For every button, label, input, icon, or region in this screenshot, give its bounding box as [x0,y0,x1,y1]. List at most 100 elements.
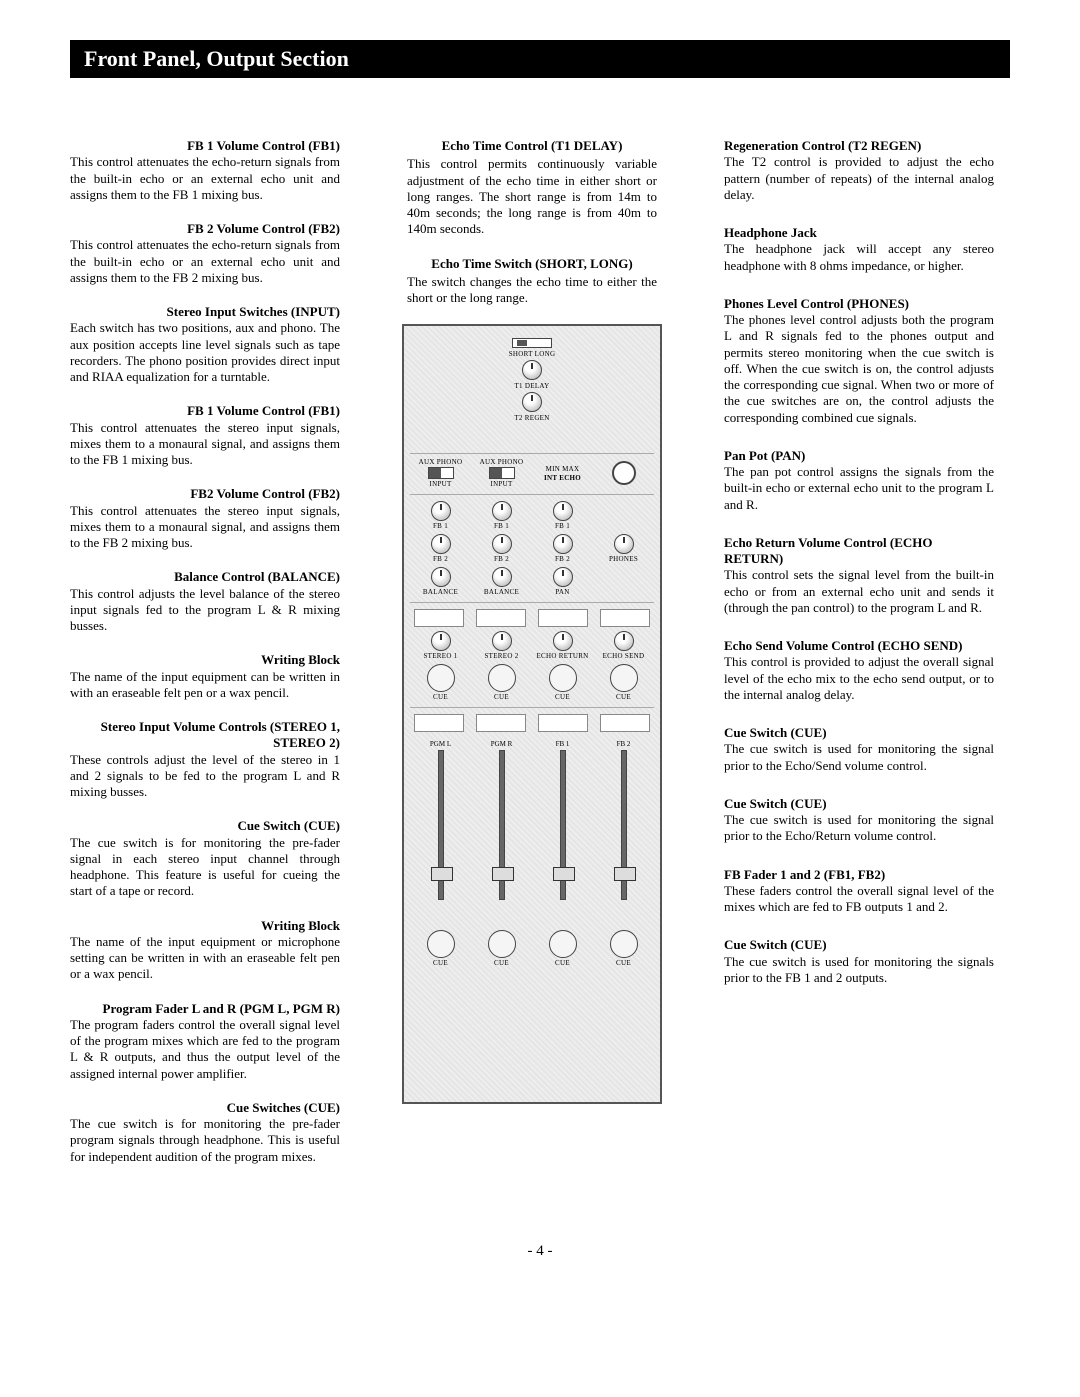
left-body-1: This control attenuates the echo-return … [70,237,340,286]
cue2-label-1: CUE [433,959,448,967]
pgmr-track [499,750,505,900]
left-block-1: FB 2 Volume Control (FB2)This control at… [70,221,340,286]
fb1-knob-2 [492,501,512,521]
cue-button-2 [488,664,516,692]
cue-label-2: CUE [494,693,509,701]
phones-cell: PHONES [594,534,654,563]
cue-button-4 [610,664,638,692]
left-title-7: Stereo Input Volume Controls (STEREO 1, … [70,719,340,752]
stereo1-label: STEREO 1 [423,652,457,660]
divider-3 [410,707,654,708]
fb1-cell-3: FB 1 [533,501,593,530]
fb2-label-2: FB 2 [494,555,509,563]
echo-return-label: ECHO RETURN [536,652,588,660]
writing-block-3 [538,609,588,627]
fader-pgmr: PGM R [474,740,530,920]
fb1-label-2: FB 1 [494,522,509,530]
left-title-6: Writing Block [70,652,340,668]
stereo2-cell: STEREO 2 [472,631,532,660]
writing-block-8 [600,714,650,732]
left-title-5: Balance Control (BALANCE) [70,569,340,585]
headphone-jack [612,461,636,485]
fb1-cell-1: FB 1 [411,501,471,530]
right-block-5: Echo Send Volume Control (ECHO SEND)This… [724,638,994,703]
left-column: FB 1 Volume Control (FB1) This control at… [70,138,340,1183]
right-title-9: Cue Switch (CUE) [724,937,994,953]
stereo1-knob [431,631,451,651]
cue-cell-2: CUE [472,664,532,701]
cue-label-3: CUE [555,693,570,701]
cue2-button-1 [427,930,455,958]
center-column: Echo Time Control (T1 DELAY) This contro… [372,138,692,1183]
left-body-6: The name of the input equipment can be w… [70,669,340,702]
input-cell-2: AUX PHONO INPUT [472,458,532,488]
right-body-3: The pan pot control assigns the signals … [724,464,994,513]
center-echo-time-body: This control permits continuously variab… [407,156,657,237]
divider-1 [410,494,654,495]
echo-send-label: ECHO SEND [603,652,645,660]
right-block-6: Cue Switch (CUE)The cue switch is used f… [724,725,994,774]
fb2-row: FB 2 FB 2 FB 2 PHONES [410,534,654,563]
fb2f-label: FB 2 [617,740,631,748]
balance-cell-1: BALANCE [411,567,471,596]
right-body-9: The cue switch is used for monitoring th… [724,954,994,987]
stereo-row: STEREO 1 STEREO 2 ECHO RETURN ECHO SEND [410,631,654,660]
aux-phono-label-2: AUX PHONO [480,458,524,466]
pgmr-grip [492,867,514,881]
pan-cell: PAN [533,567,593,596]
right-title-3: Pan Pot (PAN) [724,448,994,464]
stereo1-cell: STEREO 1 [411,631,471,660]
section-header: Front Panel, Output Section [70,40,1010,78]
writing-block-6 [476,714,526,732]
input-switch-row: AUX PHONO INPUT AUX PHONO INPUT MIN MAX … [410,458,654,488]
right-body-8: These faders control the overall signal … [724,883,994,916]
fb2-knob-2 [492,534,512,554]
right-title-6: Cue Switch (CUE) [724,725,994,741]
right-body-7: The cue switch is used for monitoring th… [724,812,994,845]
cue2-cell-1: CUE [411,930,471,967]
right-block-7: Cue Switch (CUE)The cue switch is used f… [724,796,994,845]
cue-label-4: CUE [616,693,631,701]
left-title-11: Cue Switches (CUE) [70,1100,340,1116]
left-block-6: Writing BlockThe name of the input equip… [70,652,340,701]
fb2f-grip [614,867,636,881]
left-title-9: Writing Block [70,918,340,934]
cue2-button-3 [549,930,577,958]
cue-row-1: CUE CUE CUE CUE [410,664,654,701]
fb2-knob-1 [431,534,451,554]
balance-knob-2 [492,567,512,587]
balance-cell-2: BALANCE [472,567,532,596]
int-echo-cell: MIN MAX INT ECHO [533,465,593,482]
right-column: Regeneration Control (T2 REGEN)The T2 co… [724,138,994,1183]
t1-delay-knob [522,360,542,380]
input-label-2: INPUT [490,480,512,488]
writing-block-1 [414,609,464,627]
right-body-5: This control is provided to adjust the o… [724,654,994,703]
left-block-4: FB2 Volume Control (FB2)This control att… [70,486,340,551]
left-title-1: FB 2 Volume Control (FB2) [70,221,340,237]
center-echo-switch-title: Echo Time Switch (SHORT, LONG) [407,256,657,272]
t1-delay-label: T1 DELAY [514,382,549,390]
right-block-0: Regeneration Control (T2 REGEN)The T2 co… [724,138,994,203]
pgmr-label: PGM R [491,740,513,748]
cue-button-3 [549,664,577,692]
left-title-4: FB2 Volume Control (FB2) [70,486,340,502]
cue-row-2: CUE CUE CUE CUE [410,930,654,967]
cue2-label-2: CUE [494,959,509,967]
cue-cell-1: CUE [411,664,471,701]
right-body-1: The headphone jack will accept any stere… [724,241,994,274]
pgml-track [438,750,444,900]
writing-block-7 [538,714,588,732]
min-max-label: MIN MAX [546,465,580,473]
fader-fb1: FB 1 [535,740,591,920]
right-block-3: Pan Pot (PAN)The pan pot control assigns… [724,448,994,513]
left-body-9: The name of the input equipment or micro… [70,934,340,983]
right-title-7: Cue Switch (CUE) [724,796,994,812]
left-block-5: Balance Control (BALANCE)This control ad… [70,569,340,634]
stereo2-knob [492,631,512,651]
cue2-label-3: CUE [555,959,570,967]
left-title-0: FB 1 Volume Control (FB1) [70,138,340,154]
left-body-5: This control adjusts the level balance o… [70,586,340,635]
fb2-knob-3 [553,534,573,554]
cue-cell-4: CUE [594,664,654,701]
